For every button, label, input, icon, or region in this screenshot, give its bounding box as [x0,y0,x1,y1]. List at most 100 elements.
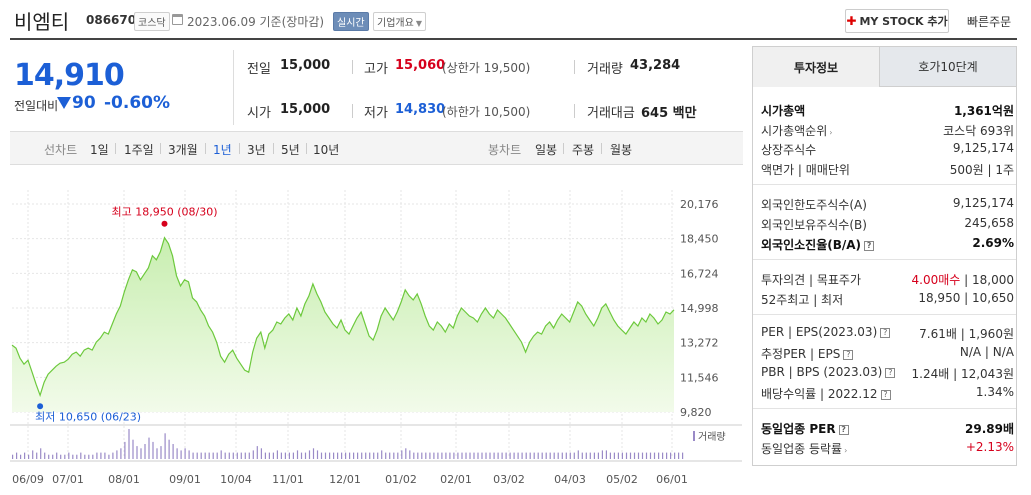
volume-bar [633,452,636,459]
current-price: 14,910 [14,58,125,93]
volume-bar [116,450,118,459]
period-5y[interactable]: 5년 [281,143,300,157]
help-icon[interactable]: ? [880,327,891,338]
listed-shares-value: 9,125,174 [952,141,1014,155]
volume-bar [429,452,431,459]
per-eps-value: 7.61배 | 1,960원 [919,327,1014,341]
company-info-dropdown[interactable]: 기업개요 ▼ [373,12,426,31]
add-mystock-button[interactable]: ✚ MY STOCK 추가 [845,9,949,33]
volume-bar [549,452,551,459]
candle-daily[interactable]: 일봉 [535,143,558,157]
volume-bar [144,444,146,459]
opinion-value: 4.00매수 [911,273,961,287]
tab-order-book[interactable]: 호가10단계 [880,47,1016,87]
period-10y[interactable]: 10년 [313,143,340,157]
volume-bar [100,452,102,459]
volume-bar [613,452,615,459]
volume-bar [541,452,543,459]
volume-bar [120,448,122,459]
divider [205,143,206,154]
volume-bar [156,448,158,459]
lower-limit-text: (하한가 10,500) [442,105,531,119]
volume-bar [184,448,186,459]
volume-bar [361,452,363,459]
volume-bar [537,452,539,459]
candle-chart-label: 봉차트 [488,143,522,157]
volume-bar [64,454,66,459]
volume-legend-icon [693,431,695,441]
volume-bar [593,452,595,459]
target-price: 18,000 [972,273,1014,287]
candle-weekly[interactable]: 주봉 [572,143,595,157]
volume-bar [256,446,258,459]
chart-toolbar [10,131,743,165]
change-label: 전일대비 [14,99,59,113]
realtime-button[interactable]: 실시간 [333,12,369,31]
volume-bar [425,452,427,459]
help-icon[interactable]: ? [864,240,875,251]
volume-bar [204,452,206,459]
volume-bar [92,454,94,459]
y-tick-label: 14,998 [680,302,719,315]
volume-bar [493,452,495,459]
volume-bar [268,452,270,459]
volume-bar [449,452,451,459]
change-value: 90 [72,93,96,113]
volume-bar [44,452,46,459]
volume-bar [545,452,547,459]
volume-bar [88,454,90,459]
volume-bar [433,452,435,459]
period-3m[interactable]: 3개월 [168,143,198,157]
volume-bar [324,452,327,459]
header-divider [10,38,1017,40]
help-icon[interactable]: ? [880,389,891,400]
volume-bar [513,452,515,459]
volume-bar [48,454,50,459]
period-3y[interactable]: 3년 [247,143,266,157]
quick-order-link[interactable]: 빠른주문 [967,15,1012,29]
period-1w[interactable]: 1주일 [124,143,154,157]
volume-bar [401,450,403,459]
market-cap-value: 1,361억원 [953,104,1014,118]
volume-bar [457,452,459,459]
volume-bar [421,452,423,459]
prev-close-value: 15,000 [280,58,331,73]
period-1y[interactable]: 1년 [213,143,232,157]
chevron-right-icon: › [829,128,833,137]
market-cap-label: 시가총액 [761,104,806,118]
volume-bar [276,450,278,459]
period-1d[interactable]: 1일 [90,143,109,157]
volume-bar [316,450,319,459]
est-per-value: N/A | N/A [959,345,1014,359]
invest-info-panel [752,46,1017,466]
divider [601,143,602,154]
volume-bar [36,452,38,459]
volume-bar [148,437,150,459]
volume-bar [517,452,519,459]
volume-bar [441,452,443,459]
volume-bar [357,452,359,459]
help-icon[interactable]: ? [838,424,849,435]
volume-bar [80,452,82,459]
volume-bar [641,452,644,459]
volume-bar [581,452,583,459]
volume-bar [589,452,591,459]
market-badge: 코스닥 [134,12,170,31]
dividend-value: 1.34% [975,385,1014,399]
volume-bar [96,452,98,459]
volume-bar [72,454,74,459]
candle-monthly[interactable]: 월봉 [610,143,633,157]
amount-label: 거래대금 [587,106,635,121]
help-icon[interactable]: ? [843,349,854,360]
market-cap-rank-label[interactable]: 시가총액순위 › [761,124,833,138]
volume-bar [497,452,499,459]
tab-invest-info[interactable]: 투자정보 [753,47,880,87]
x-tick-label: 06/09 [12,473,44,486]
volume-bar [192,452,194,459]
x-tick-label: 09/01 [169,473,201,486]
volume-bar [240,452,242,459]
volume-bar [349,452,351,459]
volume-bar [573,452,575,459]
volume-bar [625,452,628,459]
help-icon[interactable]: ? [885,367,896,378]
